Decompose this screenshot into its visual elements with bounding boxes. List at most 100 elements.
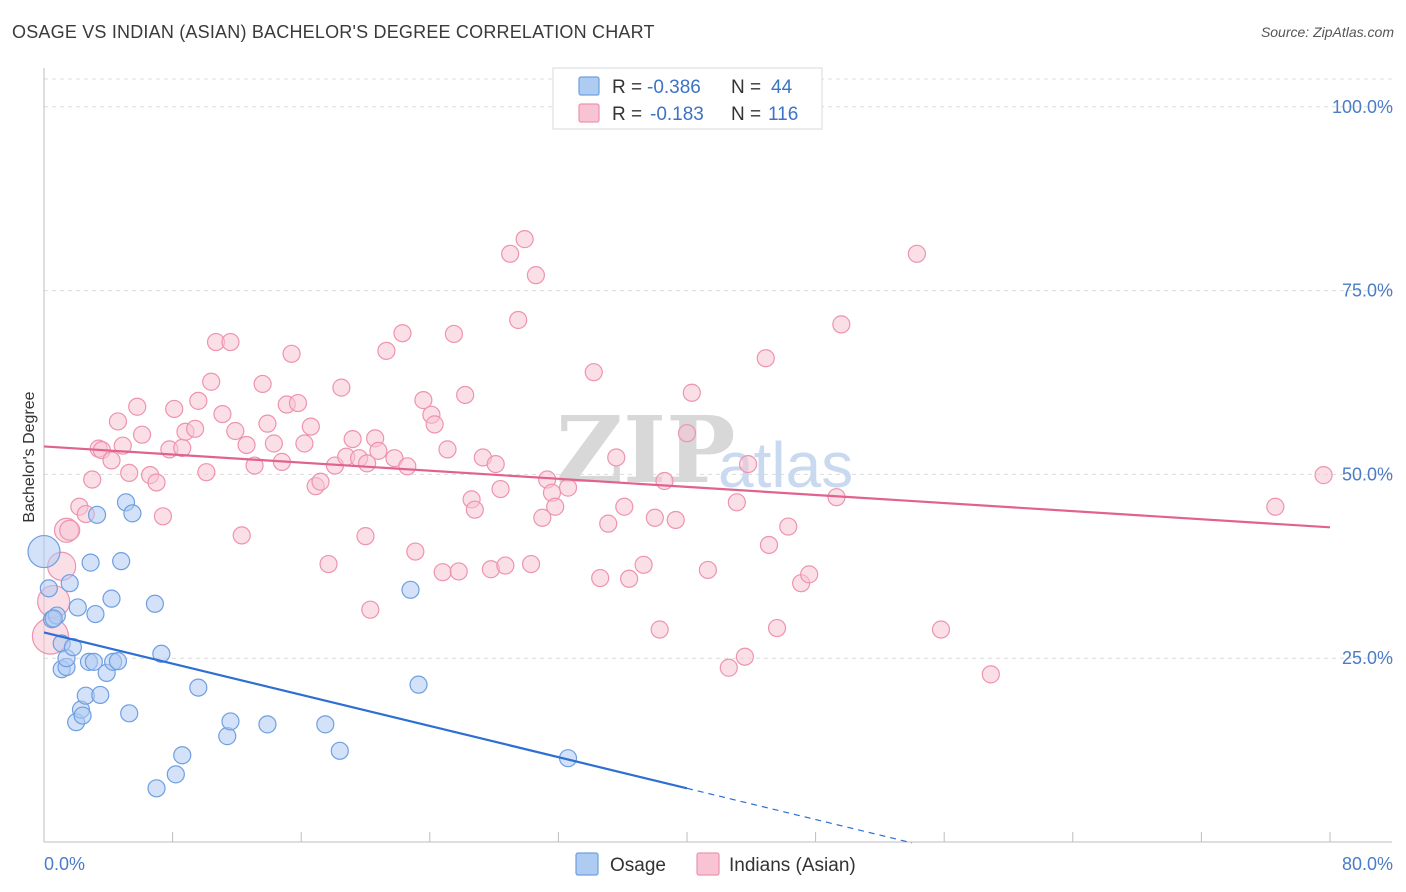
indian-point: [232, 526, 251, 545]
osage-point: [39, 579, 58, 598]
legend-n-label-osage: N =: [731, 77, 761, 98]
indian-point: [147, 473, 166, 492]
indian-point: [102, 451, 121, 470]
indian-point: [931, 620, 951, 639]
legend-swatch-indian: [578, 103, 600, 123]
y-axis-label: Bachelor's Degree: [21, 391, 38, 522]
indian-point: [465, 500, 484, 519]
osage-point: [60, 574, 79, 593]
indian-point: [1266, 497, 1285, 516]
indian-point: [253, 374, 272, 394]
indian-point: [398, 457, 417, 476]
y-tick-label: 75.0%: [1342, 281, 1393, 301]
series-legend: Osage Indians (Asian): [575, 852, 856, 876]
chart-title: OSAGE VS INDIAN (ASIAN) BACHELOR'S DEGRE…: [12, 22, 655, 42]
indian-point: [509, 310, 528, 330]
osage-point: [258, 715, 277, 734]
indian-point: [83, 470, 102, 489]
indian-point: [759, 535, 779, 555]
osage-point: [86, 604, 105, 624]
osage-point: [316, 715, 335, 734]
indian-point: [558, 478, 578, 497]
indian-point: [197, 463, 216, 482]
watermark: ZIP atlas: [556, 396, 853, 504]
x-tick-label-min: 0.0%: [44, 854, 85, 874]
osage-point: [108, 652, 128, 671]
osage-point: [120, 704, 139, 723]
indian-point: [449, 562, 468, 581]
bottom-swatch-osage: [575, 852, 599, 876]
indian-point: [666, 510, 685, 530]
indian-point: [237, 435, 256, 455]
osage-point: [147, 779, 166, 798]
indian-point: [727, 493, 746, 512]
indian-point: [282, 344, 301, 363]
trend-lines: [43, 445, 1331, 844]
stats-legend: R = -0.386 N = 44 R = -0.183 N = 116: [552, 67, 823, 130]
indian-point: [202, 372, 221, 391]
indian-point: [108, 412, 128, 431]
indian-point: [319, 554, 338, 574]
indian-point: [456, 385, 475, 405]
indian-point: [385, 449, 404, 468]
osage-point: [221, 712, 240, 731]
indian-point: [153, 507, 173, 526]
legend-r-osage: -0.386: [647, 77, 701, 98]
legend-n-label-indian: N =: [731, 104, 761, 125]
indian-point: [128, 397, 147, 416]
indian-point: [1314, 466, 1333, 485]
indian-point: [213, 404, 232, 424]
indian-point: [800, 565, 819, 584]
indian-point: [264, 434, 283, 453]
indian-point: [496, 556, 515, 575]
indian-point: [515, 230, 534, 249]
bottom-legend-indian: Indians (Asian): [729, 855, 856, 876]
osage-point: [91, 685, 110, 705]
osage-point: [173, 746, 192, 765]
indian-point: [406, 542, 425, 561]
indian-point: [120, 463, 139, 483]
indian-point: [620, 569, 639, 588]
bottom-legend-osage: Osage: [610, 855, 666, 876]
indian-point: [756, 349, 775, 368]
osage-point: [401, 580, 420, 599]
indian-point: [832, 315, 851, 334]
x-tick-label-max: 80.0%: [1342, 854, 1393, 874]
osage-point: [152, 644, 171, 663]
indian-point: [767, 618, 787, 638]
indian-point: [356, 527, 375, 546]
indian-point: [607, 448, 626, 467]
indian-point: [698, 560, 717, 580]
y-tick-label: 25.0%: [1342, 648, 1393, 668]
indian-point: [258, 414, 277, 433]
indian-point: [719, 658, 738, 677]
indian-point: [981, 665, 1000, 684]
indian-point: [779, 517, 798, 536]
y-tick-label: 100.0%: [1332, 97, 1393, 117]
indian-point: [526, 266, 545, 285]
legend-swatch-osage: [578, 76, 600, 96]
osage-point: [68, 598, 87, 617]
bottom-swatch-indian: [696, 852, 720, 876]
indian-trend-line: [43, 445, 1331, 529]
osage-point: [145, 594, 165, 613]
indian-point: [521, 554, 541, 574]
osage-point: [166, 765, 185, 784]
indian-point: [650, 620, 669, 639]
indian-point: [311, 472, 330, 491]
indian-point: [186, 419, 205, 438]
osage-trend-line: [43, 631, 688, 790]
indian-point: [393, 324, 412, 343]
indian-point: [377, 341, 396, 360]
osage-point: [81, 553, 100, 572]
y-tick-label: 50.0%: [1342, 464, 1393, 484]
osage-point: [123, 504, 142, 523]
indian-point: [444, 324, 464, 344]
indian-point: [738, 454, 758, 474]
indian-point: [132, 425, 152, 444]
tick-labels: 25.0% 50.0% 75.0% 100.0% 0.0% 80.0%: [44, 97, 1393, 874]
indian-point: [295, 434, 314, 453]
source-label: Source: ZipAtlas.com: [1260, 24, 1394, 40]
indian-point: [226, 421, 245, 441]
